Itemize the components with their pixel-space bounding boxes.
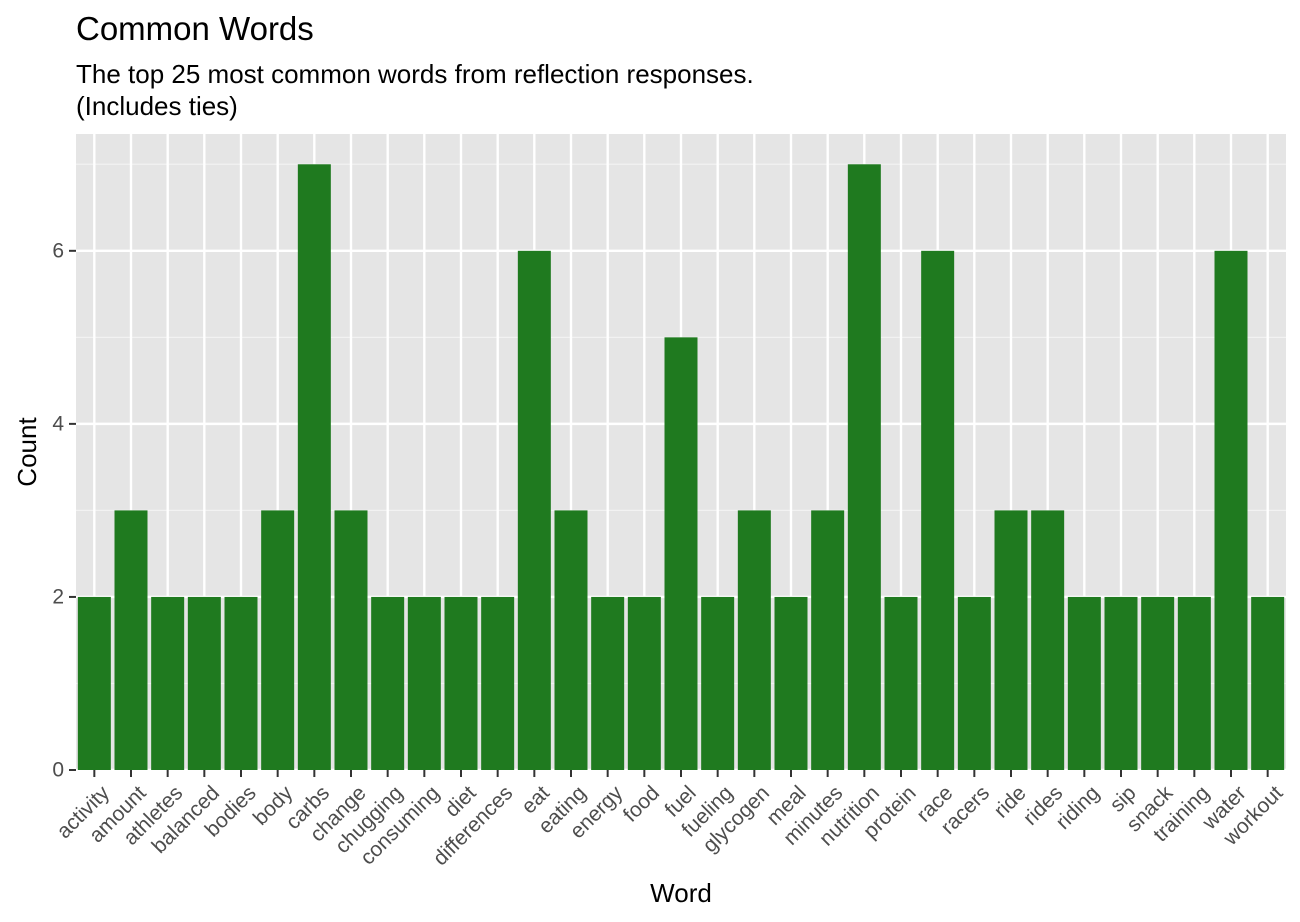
x-axis-title: Word (650, 878, 712, 908)
bar-race (921, 250, 955, 770)
bar-glycogen (737, 510, 771, 770)
bar-eat (517, 250, 551, 770)
bar-diet (444, 596, 478, 770)
y-tick-label: 6 (52, 239, 64, 262)
bar-meal (774, 596, 808, 770)
bar-sip (1104, 596, 1138, 770)
y-tick-label: 2 (52, 585, 64, 608)
bar-chugging (371, 596, 405, 770)
bar-energy (591, 596, 625, 770)
x-axis: activityamountathletesbalancedbodiesbody… (52, 770, 1288, 870)
y-axis-title: Count (12, 417, 42, 487)
chart-title: Common Words (76, 10, 314, 47)
bar-riding (1067, 596, 1101, 770)
bar-change (334, 510, 368, 770)
y-axis: 0 2 4 6 (52, 239, 76, 782)
bar-rides (1031, 510, 1065, 770)
bar-eating (554, 510, 588, 770)
bar-athletes (151, 596, 185, 770)
bar-activity (77, 596, 111, 770)
bar-minutes (811, 510, 845, 770)
bar-ride (994, 510, 1028, 770)
bar-racers (957, 596, 991, 770)
x-tick-label: food (619, 781, 664, 826)
bar-bodies (224, 596, 258, 770)
bar-protein (884, 596, 918, 770)
bar-carbs (297, 164, 331, 771)
bar-body (261, 510, 295, 770)
bar-fuel (664, 337, 698, 770)
bar-consuming (407, 596, 441, 770)
bar-differences (481, 596, 515, 770)
bar-balanced (187, 596, 221, 770)
bar-training (1177, 596, 1211, 770)
y-tick-label: 0 (52, 759, 64, 782)
bar-amount (114, 510, 148, 770)
bar-food (627, 596, 661, 770)
bar-workout (1251, 596, 1285, 770)
bar-snack (1141, 596, 1175, 770)
bar-fueling (701, 596, 735, 770)
chart-subtitle: The top 25 most common words from reflec… (76, 59, 754, 121)
bar-water (1214, 250, 1248, 770)
bar-nutrition (847, 164, 881, 771)
y-tick-label: 4 (52, 412, 64, 435)
x-tick-label: riding (1051, 781, 1104, 834)
bar-series (77, 164, 1285, 771)
